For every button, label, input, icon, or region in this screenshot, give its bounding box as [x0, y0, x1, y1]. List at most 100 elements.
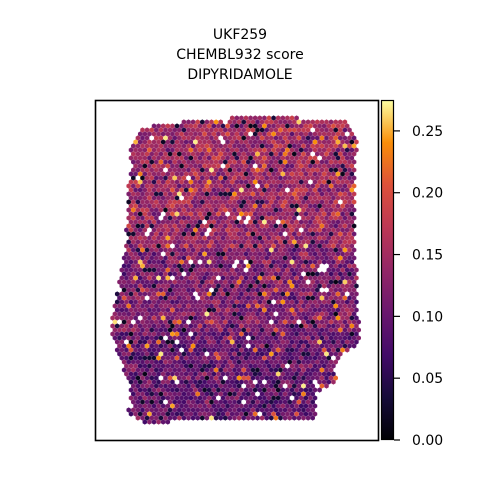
spot	[137, 339, 143, 345]
spot	[131, 383, 136, 389]
spot	[124, 307, 129, 313]
spot	[296, 207, 302, 213]
spot	[154, 167, 159, 173]
spot	[287, 183, 292, 189]
spot	[200, 351, 205, 357]
spot	[195, 407, 200, 413]
spot	[273, 159, 279, 165]
spot	[305, 351, 311, 357]
spot	[342, 175, 348, 181]
spot	[243, 299, 249, 305]
spot	[354, 139, 359, 145]
spot	[326, 211, 332, 217]
spot	[229, 251, 235, 257]
spot	[170, 355, 175, 361]
spot	[151, 267, 157, 273]
spot	[298, 363, 304, 369]
spot	[308, 187, 313, 193]
spot	[344, 315, 350, 321]
spot	[349, 251, 355, 257]
spot	[305, 359, 311, 365]
spot	[308, 243, 313, 249]
spot	[133, 291, 138, 297]
spot	[140, 207, 145, 213]
spot	[179, 163, 184, 169]
spot	[333, 359, 338, 365]
spot	[305, 383, 311, 389]
spot	[149, 391, 154, 397]
spot	[319, 351, 325, 357]
spot	[124, 275, 129, 281]
spot	[328, 167, 334, 173]
spot	[229, 139, 235, 145]
spot	[229, 179, 235, 185]
spot	[190, 303, 196, 309]
spot	[160, 371, 166, 377]
spot	[241, 215, 246, 221]
spot	[193, 131, 198, 137]
spot	[324, 215, 329, 221]
spot	[195, 215, 200, 221]
spot	[137, 275, 143, 281]
spot	[133, 363, 138, 369]
spot	[163, 311, 168, 317]
spot	[315, 303, 320, 309]
spot	[252, 187, 258, 193]
spot	[165, 363, 171, 369]
spot	[326, 331, 332, 337]
spot	[338, 311, 343, 317]
spot	[211, 139, 217, 145]
spot	[301, 167, 306, 173]
spot	[252, 139, 258, 145]
spot	[142, 419, 148, 425]
spot	[140, 127, 145, 133]
spot	[158, 191, 164, 197]
spot	[183, 267, 189, 273]
spot	[204, 415, 210, 421]
spot	[273, 207, 279, 213]
spot	[303, 203, 309, 209]
spot	[236, 303, 242, 309]
spot	[193, 275, 198, 281]
spot	[241, 367, 246, 373]
spot	[156, 123, 161, 129]
spot	[317, 347, 322, 353]
spot	[266, 203, 272, 209]
spot	[328, 183, 334, 189]
spot	[135, 199, 141, 205]
spot	[326, 235, 332, 241]
spot	[197, 235, 203, 241]
spot	[271, 203, 276, 209]
spot	[241, 351, 246, 357]
spot	[117, 311, 122, 317]
spot	[335, 307, 341, 313]
spot	[317, 283, 322, 289]
spot	[250, 159, 256, 165]
spot	[335, 171, 341, 177]
spot	[269, 351, 274, 357]
spot	[347, 335, 352, 341]
spot	[193, 323, 198, 329]
spot	[275, 323, 281, 329]
spot	[305, 407, 311, 413]
spot	[312, 411, 318, 417]
spot	[181, 119, 187, 125]
spot	[236, 367, 242, 373]
spot	[236, 407, 242, 413]
spot	[310, 183, 315, 189]
spot	[275, 267, 281, 273]
spot	[156, 211, 161, 217]
spot	[259, 367, 265, 373]
spot	[312, 171, 318, 177]
spot	[223, 391, 228, 397]
spot	[275, 315, 281, 321]
spot	[200, 279, 205, 285]
spot	[177, 127, 182, 133]
spot	[287, 135, 292, 141]
spot	[335, 267, 341, 273]
spot	[165, 139, 171, 145]
spot	[301, 327, 306, 333]
spot	[156, 387, 161, 393]
spot	[308, 387, 313, 393]
spot	[140, 303, 145, 309]
